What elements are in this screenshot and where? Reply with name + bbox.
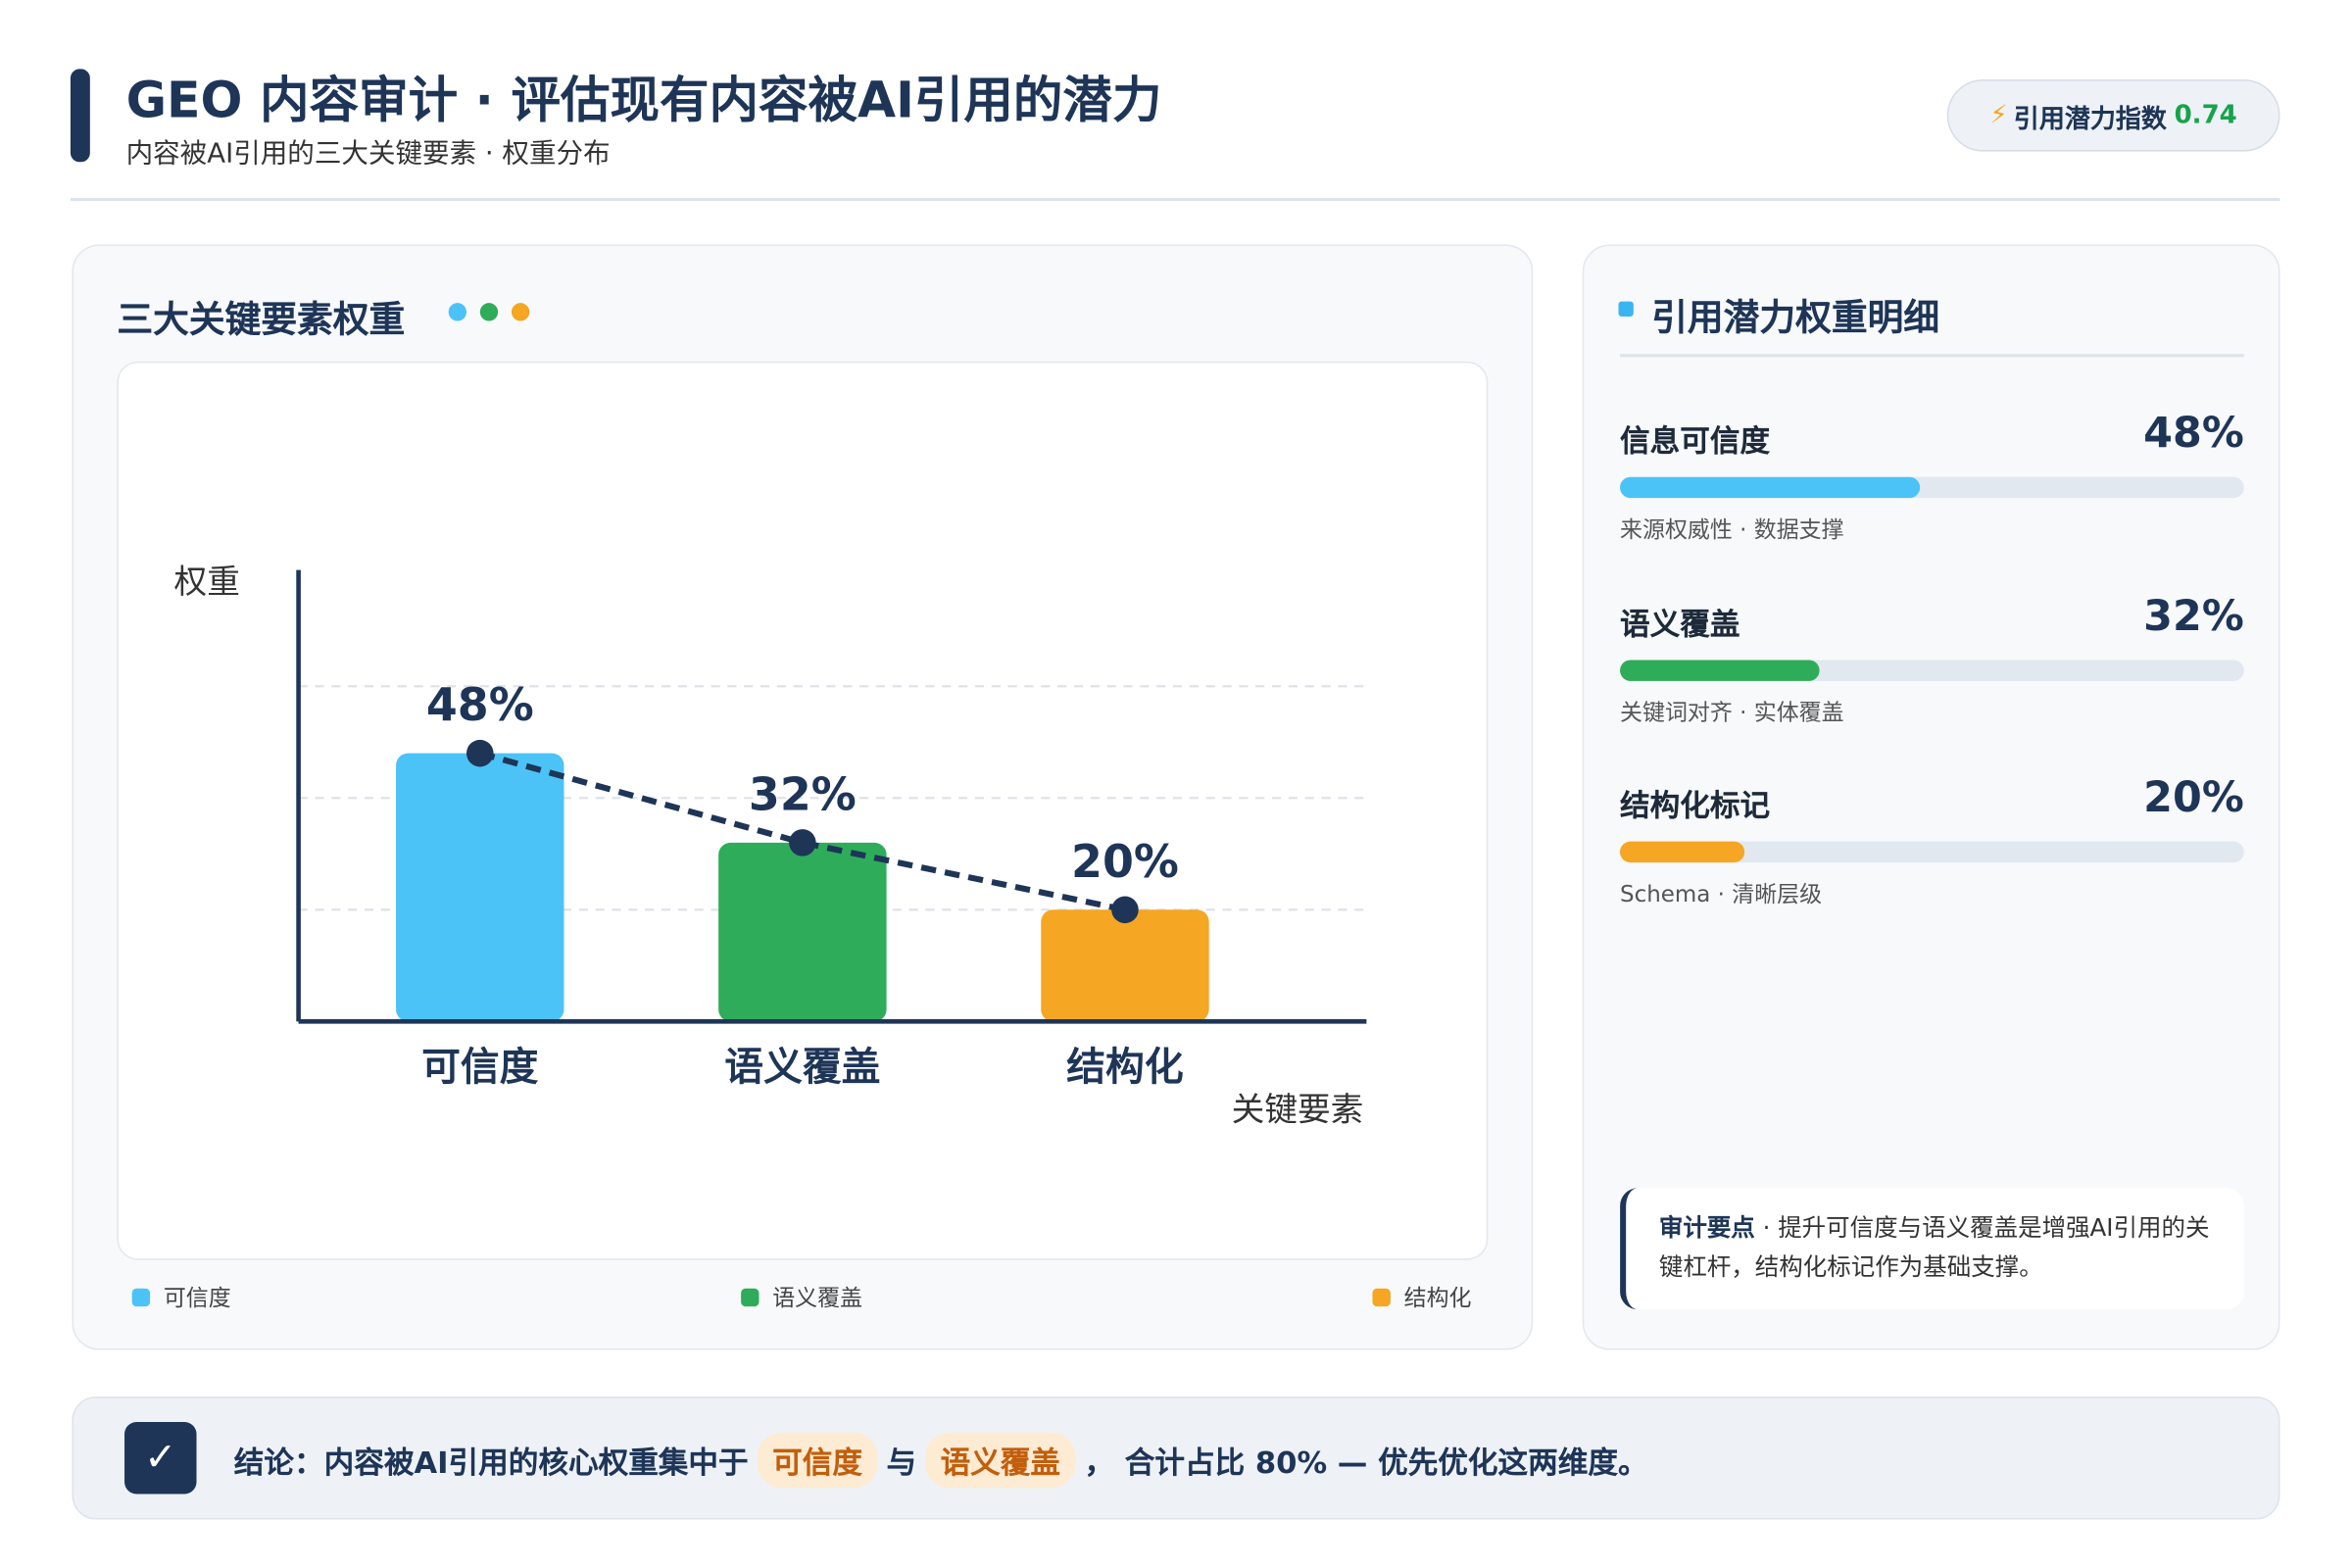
- legend-swatch: [741, 1288, 760, 1307]
- callout: 审计要点 · 提升可信度与语义覆盖是增强AI引用的关键杠杆，结构化标记作为基础支…: [1620, 1188, 2244, 1310]
- y-axis-label: 权重: [174, 563, 240, 601]
- callout-heading: 审计要点: [1658, 1213, 1755, 1243]
- trend-dot: [789, 829, 816, 857]
- title-marker: [1618, 301, 1634, 317]
- divider: [1620, 354, 2244, 358]
- detail-card: [1582, 244, 2280, 1350]
- badge-label: 引用潜力指数: [2013, 104, 2167, 134]
- trend-dot: [466, 739, 494, 767]
- callout-text: · 提升可信度与语义覆盖是增强AI引用的关键杠杆，结构化标记作为基础支撑。: [1658, 1213, 2210, 1282]
- legend-label: 结构化: [1404, 1286, 1472, 1311]
- index-badge: ⚡ 引用潜力指数 0.74: [1946, 79, 2280, 152]
- legend-label: 语义覆盖: [772, 1286, 862, 1311]
- progress-fill: [1620, 659, 1820, 681]
- chart-panel: [117, 361, 1489, 1260]
- x-tick-label: 结构化: [1066, 1045, 1183, 1090]
- conclusion-suffix: ， 合计占比 80% — 优先优化这两维度。: [1084, 1444, 1648, 1480]
- item-name: 结构化标记: [1620, 787, 1771, 824]
- item-note: 关键词对齐 · 实体覆盖: [1620, 698, 1844, 726]
- highlight: 语义覆盖: [925, 1431, 1076, 1488]
- value-label: 32%: [749, 767, 857, 820]
- check-icon: ✓: [124, 1422, 197, 1494]
- deco-dot: [479, 303, 499, 321]
- value-label: 20%: [1071, 835, 1179, 888]
- trend-dot: [1111, 896, 1139, 924]
- item-value: 20%: [2143, 772, 2244, 822]
- badge-value: 0.74: [2174, 100, 2237, 131]
- progress-fill: [1620, 841, 1745, 863]
- page-title: GEO 内容审计 · 评估现有内容被AI引用的潜力: [125, 70, 1162, 129]
- bar: [396, 753, 564, 1022]
- chart-card-title: 三大关键要素权重: [117, 298, 406, 341]
- item-note: Schema · 清晰层级: [1620, 880, 1823, 908]
- conclusion-prefix: 结论：内容被AI引用的核心权重集中于: [233, 1444, 749, 1480]
- deco-dot: [511, 303, 530, 321]
- item-note: 来源权威性 · 数据支撑: [1620, 515, 1844, 544]
- conclusion-card: [72, 1396, 2280, 1520]
- progress-fill: [1620, 476, 1920, 499]
- page-subtitle: 内容被AI引用的三大关键要素 · 权重分布: [125, 137, 611, 170]
- legend-label: 可信度: [164, 1286, 231, 1311]
- trend-line: [478, 750, 1126, 913]
- deco-dot: [448, 303, 467, 321]
- item-value: 48%: [2143, 408, 2244, 458]
- conclusion-joiner: 与: [886, 1444, 917, 1480]
- value-label: 48%: [426, 678, 534, 731]
- bar: [1041, 909, 1209, 1022]
- x-tick-label: 可信度: [421, 1045, 539, 1090]
- legend-swatch: [131, 1288, 151, 1307]
- bar: [718, 842, 887, 1022]
- x-tick-label: 语义覆盖: [724, 1045, 880, 1090]
- progress-track: [1620, 841, 2244, 863]
- highlight: 可信度: [757, 1431, 878, 1488]
- divider: [70, 198, 2280, 202]
- x-axis-label: 关键要素: [1232, 1091, 1364, 1129]
- item-value: 32%: [2143, 590, 2244, 640]
- legend-swatch: [1372, 1288, 1391, 1307]
- bolt-icon: ⚡: [1989, 100, 2008, 131]
- item-name: 信息可信度: [1620, 422, 1771, 460]
- conclusion: 结论：内容被AI引用的核心权重集中于 可信度 与 语义覆盖 ， 合计占比 80%…: [233, 1431, 1648, 1488]
- accent-bar: [70, 69, 90, 163]
- item-name: 语义覆盖: [1620, 605, 1740, 642]
- detail-title: 引用潜力权重明细: [1651, 297, 1940, 339]
